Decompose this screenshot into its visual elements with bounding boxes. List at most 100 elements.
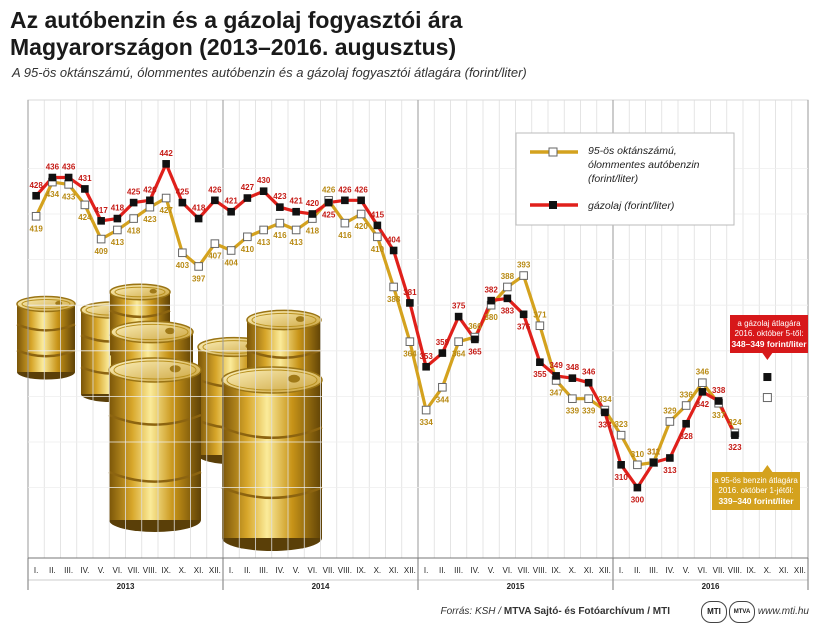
- diesel-data-label: 426: [208, 185, 222, 194]
- diesel-data-label: 300: [631, 496, 645, 505]
- month-tick-label: V.: [98, 566, 105, 575]
- month-tick-label: III.: [259, 566, 268, 575]
- gasoline-point: [389, 282, 398, 292]
- diesel-point: [519, 310, 528, 319]
- gasoline-point: [698, 378, 707, 388]
- diesel-data-label: 338: [712, 386, 726, 395]
- diesel-point: [259, 187, 268, 195]
- gasoline-data-label: 407: [208, 252, 222, 261]
- gasoline-data-label: 323: [614, 420, 628, 429]
- diesel-data-label: 418: [192, 204, 206, 213]
- gasoline-point: [584, 394, 593, 403]
- barrel-lid-rim: [115, 323, 189, 341]
- gasoline-point: [535, 321, 545, 331]
- year-label: 2015: [507, 582, 525, 591]
- diesel-point: [438, 349, 447, 357]
- diesel-data-label: 353: [419, 352, 433, 361]
- gasoline-point: [80, 200, 90, 210]
- gasoline-data-label: 418: [127, 227, 141, 236]
- month-tick-label: V.: [683, 566, 690, 575]
- diesel-data-label: 425: [322, 211, 336, 220]
- diesel-point: [324, 198, 333, 207]
- month-tick-label: XI.: [584, 566, 594, 575]
- gasoline-october-point: [762, 393, 772, 403]
- month-tick-label: XII.: [794, 566, 806, 575]
- gasoline-data-label: 388: [387, 295, 401, 304]
- diesel-point: [194, 214, 203, 223]
- month-tick-label: II.: [244, 566, 251, 575]
- gasoline-data-label: 380: [484, 313, 498, 322]
- diesel-point: [649, 458, 658, 467]
- barrel-lid: [108, 357, 202, 383]
- barrel-lid-rim: [251, 312, 317, 328]
- legend-gasoline-label-2: ólommentes autóbenzin: [588, 159, 700, 171]
- diesel-data-label: 425: [176, 188, 190, 197]
- diesel-point: [146, 196, 154, 205]
- gasoline-data-label: 334: [419, 418, 433, 427]
- gasoline-data-label: 410: [371, 245, 385, 254]
- gasoline-point: [210, 239, 220, 248]
- gasoline-point: [519, 271, 528, 280]
- diesel-point: [487, 296, 495, 305]
- month-tick-label: II.: [49, 566, 56, 575]
- gasoline-data-label: 397: [192, 274, 206, 283]
- gasoline-data-label: 366: [468, 322, 482, 331]
- diesel-note-line-1: a gázolaj átlagára: [737, 319, 801, 328]
- barrel-lid: [110, 320, 194, 344]
- diesel-data-label: 425: [127, 188, 141, 197]
- month-tick-label: II.: [439, 566, 446, 575]
- gasoline-point: [356, 209, 366, 219]
- barrel-cap: [295, 316, 305, 322]
- gasoline-data-label: 413: [289, 238, 303, 247]
- month-tick-label: IV.: [275, 566, 284, 575]
- diesel-october-point: [763, 373, 772, 382]
- diesel-data-label: 418: [111, 204, 125, 213]
- diesel-point: [341, 196, 349, 205]
- diesel-data-label: 382: [484, 286, 498, 295]
- gasoline-note-box: [712, 472, 800, 510]
- gasoline-data-label: 418: [306, 227, 320, 236]
- barrel-lid: [246, 309, 322, 331]
- gasoline-point: [405, 337, 415, 346]
- month-tick-label: IX.: [746, 566, 756, 575]
- diesel-data-label: 426: [338, 185, 352, 194]
- gasoline-data-label: 346: [696, 368, 710, 377]
- month-tick-label: IX.: [356, 566, 366, 575]
- diesel-point: [32, 191, 40, 200]
- diesel-point: [389, 246, 398, 255]
- diesel-point: [97, 217, 105, 225]
- diesel-data-label: 383: [501, 306, 515, 315]
- diesel-point: [308, 210, 317, 218]
- gasoline-data-label: 388: [501, 272, 515, 281]
- month-tick-label: VI.: [697, 566, 707, 575]
- legend-diesel-marker: [549, 201, 557, 209]
- diesel-data-label: 442: [159, 149, 173, 158]
- diesel-data-label: 328: [679, 432, 693, 441]
- gasoline-data-label: 310: [631, 450, 645, 459]
- gasoline-point: [291, 225, 301, 235]
- gasoline-data-label: 416: [273, 231, 287, 240]
- barrel-rib: [16, 349, 76, 358]
- diesel-note-line-2: 2016. október 5-től:: [735, 329, 804, 338]
- barrel-body: [17, 304, 75, 372]
- gasoline-data-label: 426: [322, 185, 336, 194]
- page-title: Az autóbenzin és a gázolaj fogyasztói ár…: [10, 7, 463, 60]
- gasoline-data-label: 311: [647, 448, 660, 457]
- diesel-data-label: 365: [468, 347, 482, 356]
- diesel-point: [406, 299, 414, 307]
- gasoline-point: [194, 262, 203, 271]
- month-tick-label: VIII.: [533, 566, 547, 575]
- gasoline-data-label: 336: [679, 391, 693, 400]
- barrel-cap: [149, 288, 157, 294]
- month-tick-label: VI.: [502, 566, 512, 575]
- diesel-point: [471, 335, 479, 344]
- barrel-rib: [109, 309, 171, 319]
- diesel-point: [568, 374, 577, 382]
- barrel-lid: [16, 295, 76, 313]
- gasoline-data-label: 334: [598, 395, 612, 404]
- month-tick-label: VII.: [128, 566, 140, 575]
- gasoline-point: [161, 193, 171, 203]
- month-tick-label: VII.: [323, 566, 335, 575]
- gasoline-data-label: 419: [29, 224, 43, 233]
- barrel-cap: [288, 374, 300, 383]
